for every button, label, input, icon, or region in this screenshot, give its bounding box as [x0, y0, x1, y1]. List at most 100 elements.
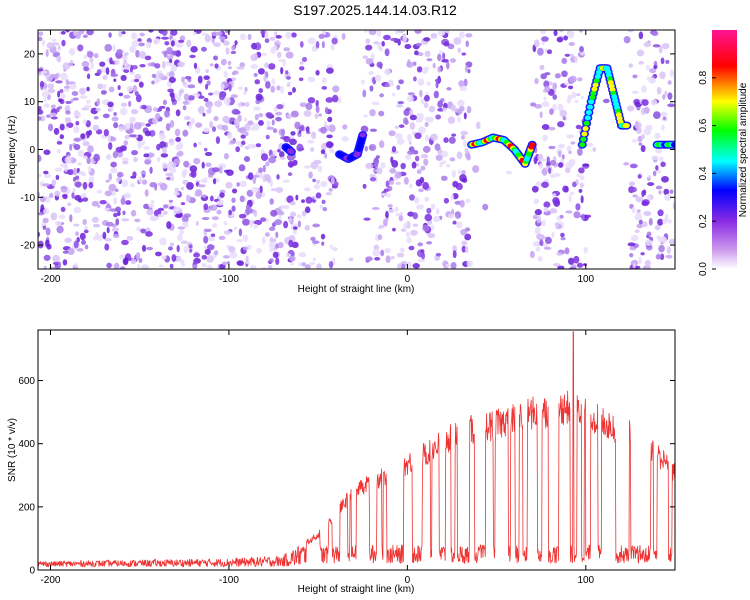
spectrogram-cell	[552, 193, 557, 198]
spectrogram-cell	[93, 223, 100, 228]
spectrogram-cell	[416, 169, 422, 175]
spectrogram-cell	[661, 124, 665, 131]
spectrogram-cell	[88, 165, 92, 173]
feature-core	[359, 132, 366, 138]
spectrogram-cell	[640, 252, 645, 256]
spectrogram-cell	[107, 101, 114, 108]
spectrogram-cell	[61, 39, 66, 47]
spectrogram-cell	[372, 248, 381, 257]
spectrogram-cell	[223, 70, 228, 78]
spectrogram-cell	[398, 124, 405, 128]
spectrogram-cell	[449, 157, 456, 162]
spectrogram-cell	[461, 52, 467, 56]
spectrogram-cell	[192, 93, 201, 98]
spectrogram-cell	[541, 219, 546, 227]
spectrogram-cell	[83, 54, 87, 60]
spectrogram-cell	[288, 162, 295, 167]
spectrogram-cell	[170, 30, 178, 36]
spectrogram-cell	[534, 226, 541, 234]
spectrogram-cell	[38, 68, 44, 72]
spectrogram-cell	[315, 69, 320, 76]
spectrogram-cell	[310, 147, 315, 152]
spectrogram-cell	[66, 248, 75, 255]
spectrogram-cell	[75, 231, 79, 237]
spectrogram-cell	[231, 205, 236, 212]
spectrogram-cell	[246, 189, 254, 197]
spectrogram-cell	[378, 110, 385, 117]
spectrogram-cell	[415, 162, 420, 167]
spectrogram-cell	[573, 255, 580, 264]
spectrogram-cell	[373, 41, 380, 45]
spectrogram-cell	[54, 190, 61, 197]
spectrogram-cell	[396, 138, 405, 146]
spectrogram-cell	[110, 167, 118, 174]
spectrogram-cell	[83, 229, 89, 234]
spectrogram-cell	[211, 31, 219, 37]
spectrogram-cell	[319, 205, 324, 209]
spectrogram-cell	[227, 66, 232, 70]
spectrogram-cell	[82, 34, 88, 39]
spectrogram-cell	[552, 172, 561, 177]
spectrogram-cell	[369, 109, 376, 117]
spectrogram-cell	[577, 147, 583, 156]
spectrogram-cell	[578, 188, 583, 193]
spectrogram-cell	[266, 120, 271, 129]
spectrogram-cell	[472, 165, 480, 173]
spectrogram-cell	[408, 245, 415, 251]
spectrogram-cell	[62, 250, 69, 254]
spectrogram-cell	[115, 206, 122, 213]
spectrogram-cell	[128, 100, 132, 107]
spectrogram-cell	[69, 214, 73, 223]
spectrogram-cell	[557, 143, 566, 149]
spectrogram-cell	[451, 133, 456, 137]
spectrogram-cell	[465, 198, 471, 203]
spectrogram-cell	[396, 84, 401, 90]
spectrogram-cell	[157, 213, 165, 218]
spectrogram-cell	[256, 247, 263, 254]
spectrogram-cell	[447, 43, 455, 50]
spectrogram-cell	[452, 245, 458, 254]
spectrogram-cell	[80, 133, 86, 140]
spectrogram-cell	[43, 207, 49, 215]
spectrogram-cell	[251, 42, 258, 50]
spectrogram-cell	[214, 63, 219, 69]
spectrogram-cell	[383, 218, 388, 227]
spectrogram-cell	[568, 194, 572, 203]
spectrogram-cell	[40, 204, 45, 212]
spectrogram-cell	[663, 188, 670, 196]
spectrogram-cell	[207, 236, 216, 242]
spectrogram-cell	[169, 120, 175, 128]
spectrogram-cell	[38, 154, 42, 163]
spectrogram-cell	[322, 207, 328, 212]
spectrogram-cell	[553, 263, 561, 267]
spectrogram-cell	[380, 162, 386, 169]
spectrogram-cell	[138, 257, 143, 263]
spectrogram-cell	[278, 151, 285, 158]
spectrogram-cell	[162, 99, 167, 106]
spectrogram-cell	[573, 211, 581, 219]
spectrogram-cell	[276, 104, 284, 110]
spectrogram-cell	[251, 186, 259, 193]
spectrogram-cell	[169, 91, 175, 98]
spectrogram-cell	[395, 206, 399, 213]
spectrogram-cell	[56, 140, 63, 145]
spectrogram-cell	[437, 100, 444, 108]
spectrogram-cell	[218, 166, 223, 174]
spectrogram-cell	[50, 212, 58, 221]
spectrogram-cell	[159, 132, 166, 141]
spectrogram-cell	[120, 74, 127, 81]
spectrogram-cell	[134, 218, 141, 223]
spectrogram-cell	[376, 167, 383, 175]
spectrogram-cell	[235, 140, 243, 146]
spectrogram-cell	[74, 194, 82, 201]
spectrogram-cell	[416, 66, 423, 73]
spectrogram-cell	[83, 66, 90, 72]
spectrogram-cell	[96, 189, 103, 194]
spectrogram-cell	[60, 31, 66, 35]
spectrogram-cell	[461, 170, 466, 175]
spectrogram-cell	[79, 95, 88, 99]
spectrogram-cell	[62, 193, 68, 200]
spectrogram-cell	[286, 76, 291, 80]
spectrogram-cell	[99, 61, 106, 67]
spectrogram-cell	[556, 36, 564, 43]
